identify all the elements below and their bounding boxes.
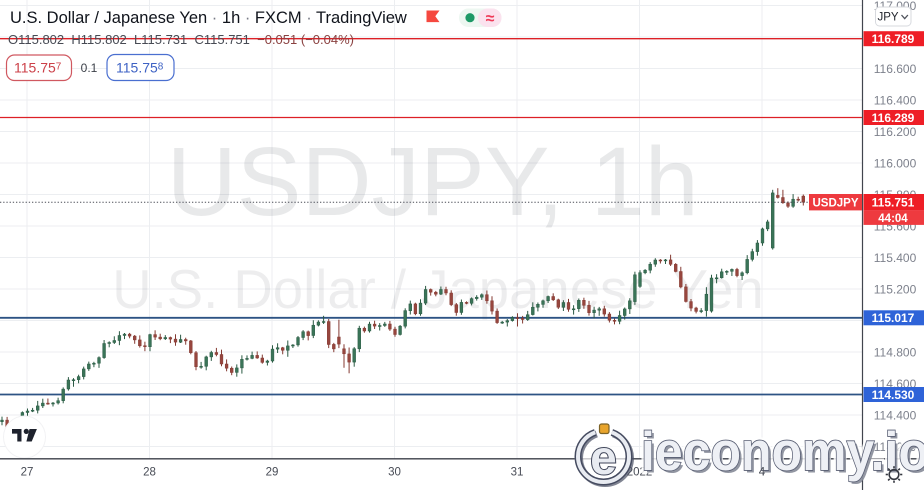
svg-text:115.751: 115.751 bbox=[872, 196, 915, 210]
svg-text:USDJPY: USDJPY bbox=[812, 197, 858, 209]
svg-text:115.758: 115.758 bbox=[116, 60, 164, 76]
svg-text:2022: 2022 bbox=[627, 467, 653, 479]
svg-text:114.800: 114.800 bbox=[874, 345, 917, 359]
svg-text:114.200: 114.200 bbox=[874, 440, 917, 454]
svg-text:29: 29 bbox=[266, 467, 279, 479]
svg-text:115.200: 115.200 bbox=[874, 282, 917, 296]
svg-text:4: 4 bbox=[759, 467, 766, 479]
svg-text:ieconomy.io: ieconomy.io bbox=[644, 423, 924, 485]
svg-text:31: 31 bbox=[511, 467, 524, 479]
svg-text:30: 30 bbox=[388, 467, 401, 479]
svg-text:ieconomy.io: ieconomy.io bbox=[641, 421, 924, 483]
svg-text:44:04: 44:04 bbox=[878, 213, 908, 225]
svg-text:115.757: 115.757 bbox=[14, 60, 62, 76]
svg-text:116.789: 116.789 bbox=[872, 32, 915, 46]
svg-text:O115.802 H115.802 L115.731: O115.802 H115.802 L115.731 C115.751 −0.0… bbox=[8, 32, 354, 47]
svg-text:27: 27 bbox=[21, 467, 34, 479]
svg-text:USDJPY, 1h: USDJPY, 1h bbox=[167, 127, 699, 236]
svg-text:116.000: 116.000 bbox=[874, 156, 917, 170]
svg-text:ieconomy.io: ieconomy.io bbox=[641, 421, 924, 483]
svg-text:116.200: 116.200 bbox=[874, 125, 917, 139]
svg-text:U.S. Dollar / Japanese Yen: U.S. Dollar / Japanese Yen bbox=[112, 259, 763, 320]
svg-text:116.400: 116.400 bbox=[874, 93, 917, 107]
svg-text:e: e bbox=[590, 432, 617, 485]
svg-text:114.400: 114.400 bbox=[874, 408, 917, 422]
svg-text:115.400: 115.400 bbox=[874, 251, 917, 265]
svg-text:28: 28 bbox=[143, 467, 156, 479]
svg-text:116.600: 116.600 bbox=[874, 62, 917, 76]
svg-text:115.017: 115.017 bbox=[872, 311, 915, 325]
svg-text:116.289: 116.289 bbox=[872, 111, 915, 125]
svg-text:114.530: 114.530 bbox=[872, 388, 915, 402]
svg-text:U.S. Dollar / Japanese Yen · 1: U.S. Dollar / Japanese Yen · 1h · FXCM ·… bbox=[10, 9, 407, 27]
svg-text:≈: ≈ bbox=[486, 11, 495, 28]
svg-text:JPY: JPY bbox=[877, 12, 898, 24]
svg-text:0.1: 0.1 bbox=[81, 61, 98, 75]
svg-text:4: 4 bbox=[759, 467, 766, 479]
